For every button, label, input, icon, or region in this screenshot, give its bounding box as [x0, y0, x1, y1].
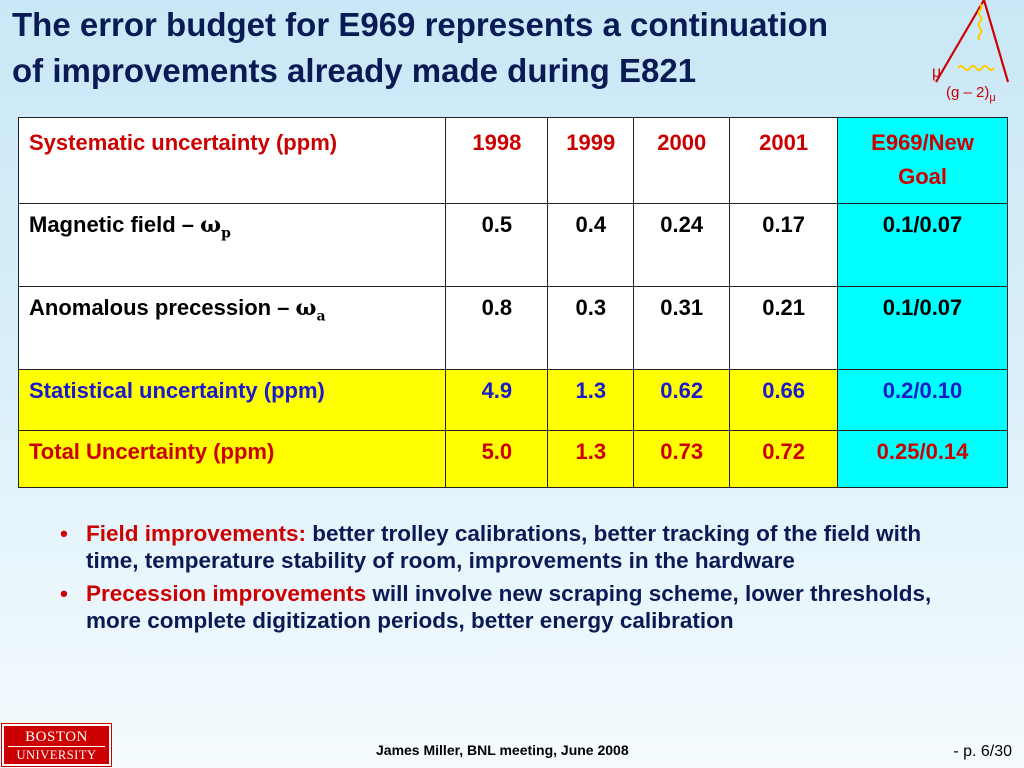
bullet-item-precession: • Precession improvements will involve ne… — [60, 580, 960, 634]
total-2001: 0.72 — [729, 430, 839, 488]
table-row-statistical: Statistical uncertainty (ppm) 4.9 1.3 0.… — [17, 369, 1008, 431]
diagram-photon-vertical — [977, 3, 983, 41]
logo-g2-subscript: μ — [989, 92, 996, 104]
slide-title: The error budget for E969 represents a c… — [12, 2, 972, 94]
omega-a-symbol: ωa — [295, 295, 326, 325]
magnetic-1998: 0.5 — [445, 203, 549, 287]
omega-a-letter: ω — [295, 295, 317, 321]
bullet-marker: • — [60, 521, 68, 546]
magnetic-1999: 0.4 — [547, 203, 635, 287]
total-2000: 0.73 — [633, 430, 731, 488]
anomalous-2001: 0.21 — [729, 286, 839, 370]
logo-g2-text: (g – 2) — [946, 84, 990, 101]
anomalous-1999: 0.3 — [547, 286, 635, 370]
statistical-goal: 0.2/0.10 — [837, 369, 1008, 431]
table-row-magnetic-field: Magnetic field – ωp 0.5 0.4 0.24 0.17 0.… — [17, 203, 1008, 287]
statistical-2000: 0.62 — [633, 369, 731, 431]
error-budget-table: Systematic uncertainty (ppm) 1998 1999 2… — [17, 117, 1008, 488]
g-minus-2-diagram-logo — [935, 0, 1010, 83]
total-1999: 1.3 — [547, 430, 635, 488]
diagram-lepton-line-right — [982, 0, 1010, 83]
header-goal-line-1: E969/New — [871, 130, 974, 155]
magnetic-2000: 0.24 — [633, 203, 731, 287]
statistical-1999: 1.3 — [547, 369, 635, 431]
table-row-total: Total Uncertainty (ppm) 5.0 1.3 0.73 0.7… — [17, 430, 1008, 488]
boston-university-logo: BOSTON UNIVERSITY — [1, 723, 112, 767]
omega-a-subscript: a — [316, 308, 326, 325]
bu-logo-line-1: BOSTON — [25, 729, 88, 745]
total-1998: 5.0 — [445, 430, 549, 488]
header-year-1998: 1998 — [445, 117, 549, 204]
statistical-1998: 4.9 — [445, 369, 549, 431]
bu-logo-line-2: UNIVERSITY — [8, 746, 105, 763]
header-label-cell: Systematic uncertainty (ppm) — [17, 117, 447, 204]
header-year-1999: 1999 — [547, 117, 635, 204]
header-year-2001: 2001 — [729, 117, 839, 204]
omega-p-letter: ω — [200, 212, 222, 238]
page-number: - p. 6/30 — [953, 743, 1012, 760]
diagram-lepton-line-left — [935, 0, 985, 83]
footer-author-meeting: James Miller, BNL meeting, June 2008 — [376, 742, 629, 758]
omega-p-subscript: p — [221, 225, 231, 242]
anomalous-1998: 0.8 — [445, 286, 549, 370]
header-goal-line-2: Goal — [898, 164, 947, 189]
diagram-photon-horizontal — [957, 65, 995, 71]
bullet-highlight-field: Field improvements: — [86, 521, 307, 546]
magnetic-2001: 0.17 — [729, 203, 839, 287]
logo-mu-label: μ — [932, 64, 942, 81]
magnetic-label: Magnetic field – — [29, 212, 201, 237]
slide-title-line-1: The error budget for E969 represents a c… — [12, 6, 828, 43]
header-goal-cell: E969/New Goal — [837, 117, 1008, 204]
bullet-list: • Field improvements: better trolley cali… — [60, 520, 960, 640]
bullet-marker: • — [60, 581, 68, 606]
table-row-anomalous-precession: Anomalous precession – ωa 0.8 0.3 0.31 0… — [17, 286, 1008, 370]
statistical-label: Statistical uncertainty (ppm) — [17, 369, 447, 431]
magnetic-goal: 0.1/0.07 — [837, 203, 1008, 287]
anomalous-label: Anomalous precession – — [29, 295, 296, 320]
header-year-2000: 2000 — [633, 117, 731, 204]
slide-title-line-2: of improvements already made during E821 — [12, 52, 697, 89]
logo-g2-label: (g – 2)μ — [946, 84, 996, 104]
total-label: Total Uncertainty (ppm) — [17, 430, 447, 488]
omega-p-symbol: ωp — [200, 212, 231, 242]
anomalous-label-cell: Anomalous precession – ωa — [17, 286, 447, 370]
table-header-row: Systematic uncertainty (ppm) 1998 1999 2… — [17, 117, 1008, 204]
bullet-highlight-precession: Precession improvements — [86, 581, 367, 606]
anomalous-2000: 0.31 — [633, 286, 731, 370]
bullet-text-field: better trolley calibrations, better trac… — [86, 521, 922, 573]
total-goal: 0.25/0.14 — [837, 430, 1008, 488]
bullet-text-precession: will involve new scraping scheme, lower … — [86, 581, 932, 633]
anomalous-goal: 0.1/0.07 — [837, 286, 1008, 370]
bullet-item-field: • Field improvements: better trolley cali… — [60, 520, 960, 574]
magnetic-label-cell: Magnetic field – ωp — [17, 203, 447, 287]
statistical-2001: 0.66 — [729, 369, 839, 431]
